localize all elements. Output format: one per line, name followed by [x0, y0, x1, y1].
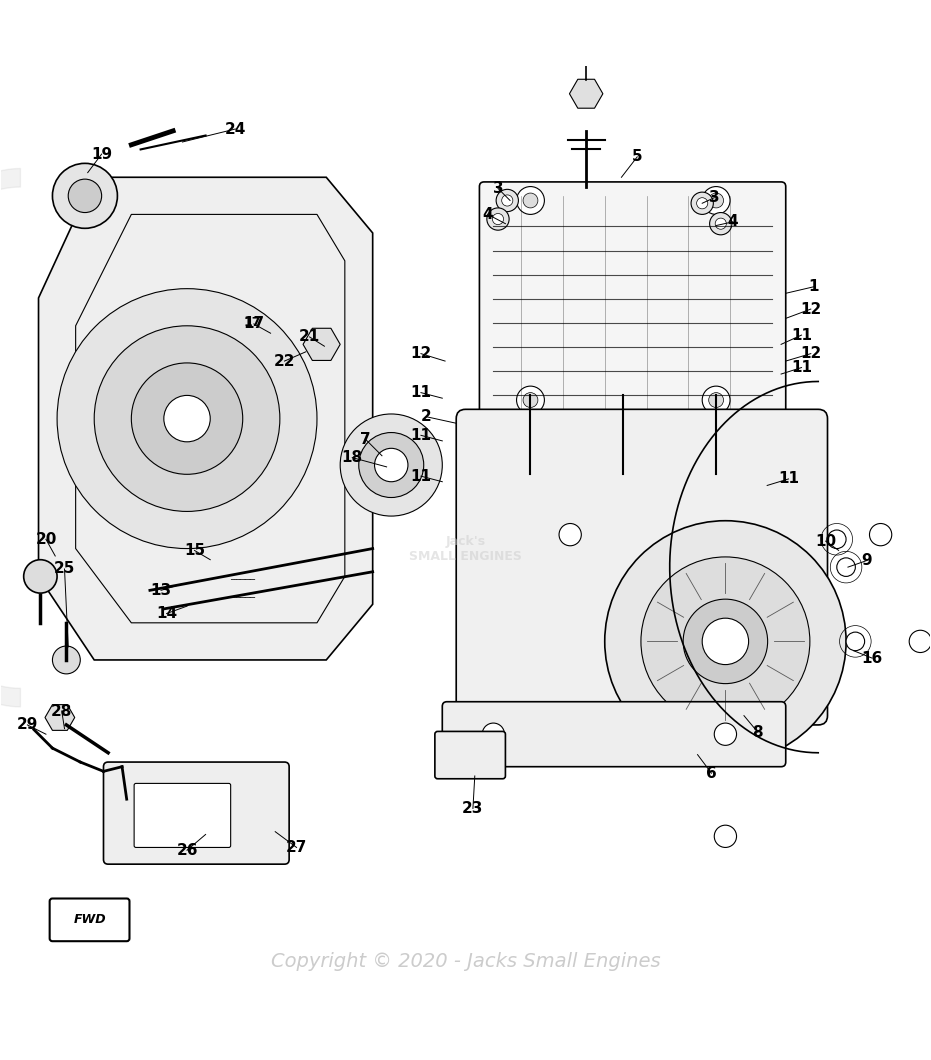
- Text: 19: 19: [91, 146, 113, 161]
- Text: 10: 10: [815, 533, 836, 549]
- Circle shape: [340, 414, 442, 516]
- FancyBboxPatch shape: [103, 762, 290, 864]
- Text: 3: 3: [492, 181, 504, 196]
- FancyBboxPatch shape: [456, 409, 828, 725]
- Circle shape: [523, 193, 538, 208]
- Circle shape: [502, 195, 513, 206]
- Circle shape: [482, 723, 505, 745]
- Text: 22: 22: [274, 354, 295, 369]
- Circle shape: [828, 530, 846, 549]
- Text: 11: 11: [411, 469, 431, 483]
- Circle shape: [715, 218, 726, 229]
- Text: 3: 3: [708, 190, 720, 206]
- Text: 17: 17: [243, 317, 264, 332]
- Circle shape: [714, 825, 736, 847]
- Circle shape: [910, 631, 931, 653]
- Text: 23: 23: [462, 801, 483, 816]
- Circle shape: [702, 187, 730, 214]
- FancyBboxPatch shape: [134, 783, 231, 847]
- Text: 11: 11: [411, 428, 431, 443]
- Text: 12: 12: [800, 302, 821, 317]
- Text: 29: 29: [17, 718, 38, 732]
- Text: 8: 8: [752, 725, 763, 740]
- Text: 5: 5: [632, 149, 642, 164]
- Polygon shape: [570, 80, 603, 108]
- Circle shape: [52, 646, 80, 674]
- Text: ─────: ─────: [230, 573, 255, 583]
- Text: 27: 27: [286, 840, 307, 855]
- Circle shape: [23, 560, 57, 594]
- Text: 4: 4: [727, 214, 738, 229]
- Text: 2: 2: [421, 409, 432, 424]
- Circle shape: [846, 632, 865, 651]
- FancyBboxPatch shape: [49, 899, 129, 941]
- Text: 4: 4: [482, 207, 493, 222]
- Text: 11: 11: [778, 472, 799, 487]
- Circle shape: [837, 558, 856, 577]
- Circle shape: [559, 524, 581, 546]
- Circle shape: [709, 213, 732, 235]
- Text: 6: 6: [706, 765, 717, 781]
- Text: 28: 28: [51, 704, 73, 719]
- Circle shape: [487, 208, 509, 230]
- Circle shape: [683, 599, 768, 684]
- FancyBboxPatch shape: [435, 731, 506, 779]
- Text: 11: 11: [791, 360, 812, 375]
- Text: 7: 7: [360, 431, 371, 446]
- FancyBboxPatch shape: [442, 702, 786, 766]
- Circle shape: [164, 395, 210, 442]
- Text: 24: 24: [224, 122, 246, 137]
- Circle shape: [691, 192, 713, 214]
- Text: Copyright © 2020 - Jacks Small Engines: Copyright © 2020 - Jacks Small Engines: [271, 952, 660, 971]
- Circle shape: [374, 448, 408, 481]
- Text: ─────: ─────: [230, 593, 255, 601]
- Circle shape: [517, 187, 545, 214]
- Circle shape: [517, 386, 545, 414]
- Circle shape: [702, 386, 730, 414]
- Circle shape: [131, 363, 243, 474]
- Text: 21: 21: [299, 330, 320, 345]
- Circle shape: [523, 392, 538, 407]
- Circle shape: [605, 520, 846, 762]
- Text: 13: 13: [151, 583, 171, 598]
- Text: 16: 16: [861, 651, 883, 666]
- Circle shape: [641, 556, 810, 726]
- Polygon shape: [45, 705, 74, 730]
- Polygon shape: [304, 329, 340, 360]
- Text: 1: 1: [808, 279, 819, 295]
- Text: 12: 12: [800, 347, 821, 361]
- Text: 14: 14: [156, 606, 177, 621]
- Circle shape: [496, 190, 519, 212]
- Circle shape: [702, 618, 749, 665]
- Circle shape: [492, 213, 504, 225]
- Text: 11: 11: [411, 385, 431, 400]
- Text: 25: 25: [54, 562, 75, 577]
- Text: FWD: FWD: [74, 914, 106, 926]
- Circle shape: [870, 524, 892, 546]
- Circle shape: [94, 325, 280, 511]
- Text: Jack's
SMALL ENGINES: Jack's SMALL ENGINES: [409, 534, 522, 563]
- Text: 20: 20: [35, 532, 57, 547]
- FancyBboxPatch shape: [472, 411, 793, 459]
- Circle shape: [708, 392, 723, 407]
- Circle shape: [708, 193, 723, 208]
- Polygon shape: [38, 177, 372, 660]
- Circle shape: [68, 179, 101, 213]
- Circle shape: [696, 198, 708, 209]
- Text: 18: 18: [342, 450, 363, 465]
- Text: 9: 9: [861, 553, 871, 568]
- Text: 15: 15: [184, 543, 205, 558]
- Circle shape: [714, 723, 736, 745]
- Text: 11: 11: [791, 328, 812, 342]
- Text: 12: 12: [411, 347, 432, 361]
- FancyBboxPatch shape: [479, 182, 786, 423]
- Circle shape: [57, 288, 317, 549]
- Text: 17: 17: [243, 316, 261, 329]
- Circle shape: [358, 432, 424, 497]
- Text: 26: 26: [176, 843, 197, 858]
- Circle shape: [52, 163, 117, 228]
